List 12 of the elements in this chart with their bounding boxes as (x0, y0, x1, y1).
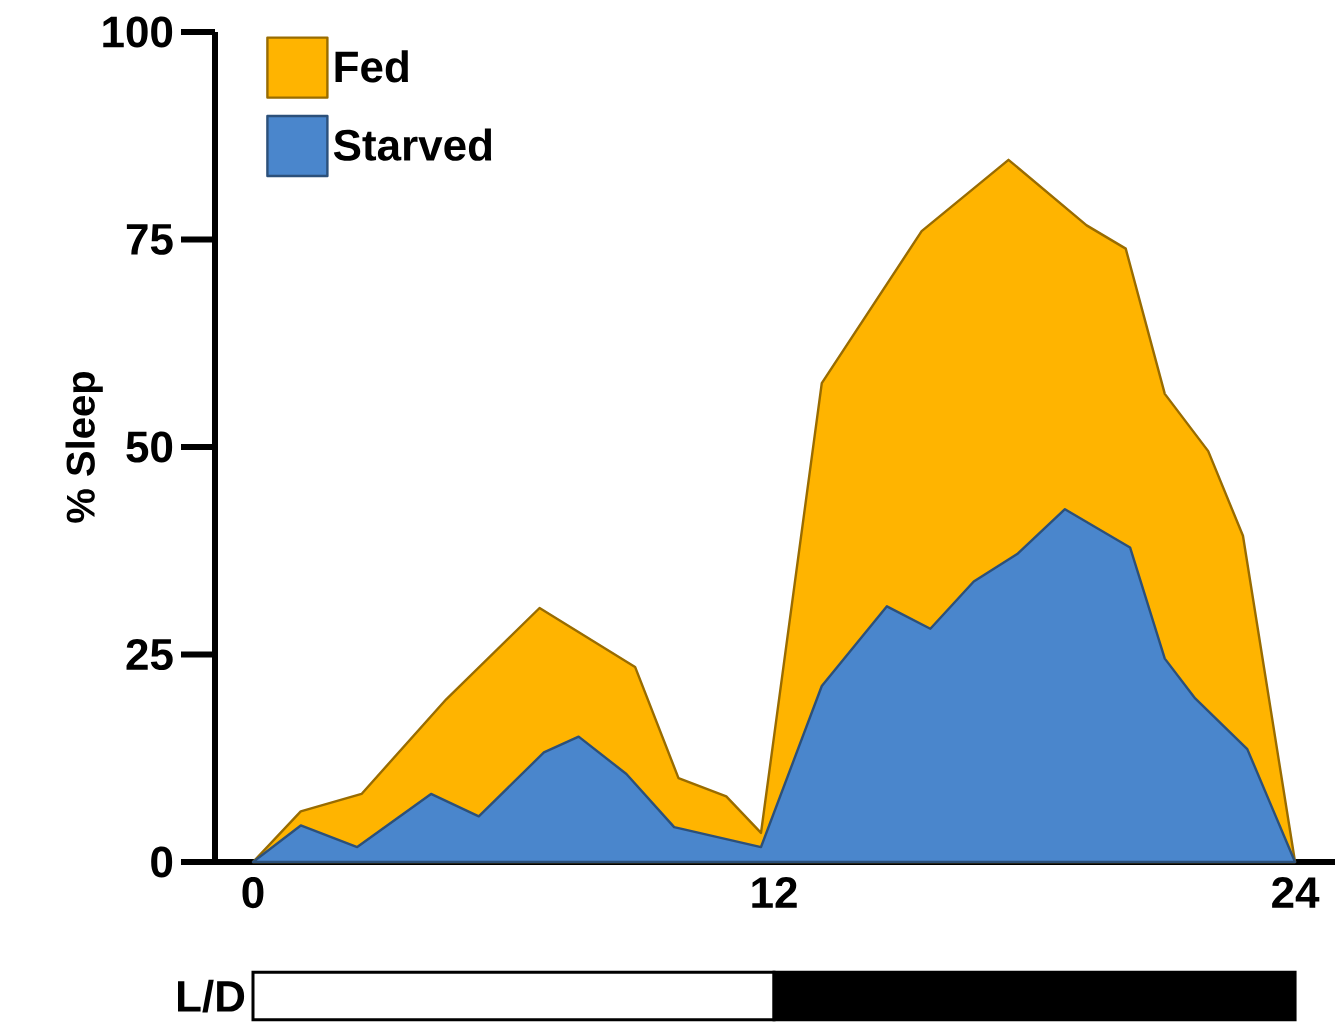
y-tick-label: 100 (103, 16, 173, 48)
y-tick-label: 50 (126, 431, 173, 463)
legend-label: Fed (335, 50, 408, 83)
x-tick-label: 24 (1272, 877, 1320, 908)
x-tick-label: 0 (242, 877, 264, 909)
y-tick-label: 0 (151, 846, 173, 878)
y-tick-label: 25 (126, 638, 173, 671)
text: L/D (178, 979, 245, 1013)
y-tick-label: 75 (126, 224, 173, 255)
y-axis-title: % Sleep (65, 371, 103, 523)
legend-label: Starved (333, 128, 492, 161)
x-tick-label: 12 (752, 877, 797, 908)
